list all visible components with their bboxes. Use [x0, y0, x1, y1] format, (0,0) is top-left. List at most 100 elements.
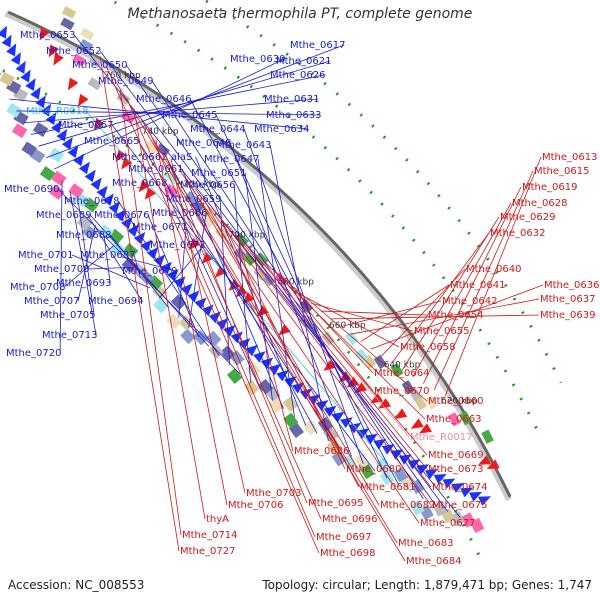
forward-gene-arrow [276, 370, 289, 382]
gene-label-left: Mthe_0679 [122, 266, 178, 277]
forward-gene-arrow [260, 357, 274, 369]
leader-line-right [140, 118, 398, 544]
gene-label-right: Mthe_0703 [246, 488, 302, 499]
gene-label-left: Mthe_0643 [216, 140, 272, 151]
forward-gene-arrow [84, 169, 96, 183]
feature-block [155, 143, 171, 157]
leader-line-left [103, 235, 111, 284]
feature-block [32, 122, 49, 137]
leader-line-left [59, 180, 63, 354]
gene-label-right: Mthe_0669 [428, 450, 484, 461]
leader-line-right [112, 77, 406, 562]
gene-label-right: Mthe_0642 [442, 296, 498, 307]
forward-gene-arrow [208, 311, 221, 324]
gene-label-left: Mthe_0671 [132, 222, 188, 233]
feature-block [401, 380, 415, 395]
gene-label-right: Mthe_R0017 [410, 432, 472, 443]
leader-line-left [195, 156, 307, 426]
forward-gene-arrow [6, 43, 17, 57]
leader-line-left [151, 80, 424, 499]
gene-label-left: Mthe_0713 [42, 330, 98, 341]
feature-block [79, 38, 94, 52]
gene-label-left: Mthe_0648 [176, 138, 232, 149]
forward-gene-arrow [61, 137, 73, 150]
reverse-gene-arrow [478, 455, 492, 465]
forward-gene-arrow [180, 283, 193, 296]
leader-line-right [211, 207, 432, 488]
gene-label-right: Mthe_0619 [522, 182, 578, 193]
leader-line-left [229, 142, 352, 457]
reverse-gene-arrow [138, 179, 151, 193]
forward-gene-arrow [67, 145, 79, 159]
reverse-gene-arrow [67, 77, 79, 91]
feature-block [447, 412, 461, 427]
leader-line-left [189, 98, 400, 486]
forward-gene-arrow [0, 25, 7, 39]
tick-label: 660 kbp [329, 321, 366, 331]
gene-label-left: Mthe_0634 [254, 124, 310, 135]
gene-label-left: Mthe_0652 [46, 46, 102, 57]
gene-label-right: Mthe_0677 [420, 518, 476, 529]
leader-line-left [23, 98, 319, 124]
leader-line-left [165, 156, 318, 434]
gene-label-left: Mthe_0662 [112, 152, 168, 163]
feature-block [178, 315, 195, 332]
leader-line-right [106, 66, 320, 554]
leader-line-right [194, 188, 432, 506]
feature-block [461, 512, 476, 528]
gene-label-right: Mthe_0673 [428, 464, 484, 475]
tick-label: 640 kbp [384, 361, 421, 371]
forward-gene-arrow [460, 487, 474, 498]
gene-label-left: Mthe_0708 [10, 282, 66, 293]
leader-line-left [117, 200, 220, 357]
forward-gene-arrow [253, 351, 266, 363]
gene-label-left: Mthe_0650 [72, 60, 128, 71]
gene-label-left: Mthe_0647 [204, 154, 260, 165]
feature-block [257, 378, 274, 395]
leader-line-right [412, 202, 512, 378]
gene-label-right: Mthe_0706 [228, 500, 284, 511]
leader-line-left [269, 144, 329, 442]
feature-block [21, 141, 37, 157]
leader-line-left [73, 34, 461, 518]
gene-label-right: Mthe_0663 [426, 414, 482, 425]
gene-label-left: Mthe_0690 [4, 184, 60, 195]
forward-gene-arrow [45, 112, 57, 125]
leader-line-right [254, 252, 410, 438]
leader-line-left [63, 246, 114, 288]
forward-gene-arrow [398, 454, 412, 465]
reverse-gene-arrow [486, 459, 500, 470]
gene-label-right: Mthe_0714 [182, 530, 238, 541]
feature-block [299, 298, 314, 314]
reverse-gene-arrow [53, 52, 64, 66]
forward-gene-arrow [102, 193, 114, 207]
gene-label-right: Mthe_0636 [544, 280, 600, 291]
leader-line-left [188, 212, 207, 328]
forward-gene-arrow [216, 318, 229, 330]
leader-line-right [263, 261, 426, 420]
feature-block [303, 419, 319, 436]
forward-gene-arrow [478, 496, 492, 506]
gene-label-left: Mthe_0656 [180, 180, 236, 191]
gene-label-left: Mthe_0644 [190, 124, 246, 135]
leader-line-left [86, 213, 143, 302]
leader-line-right [133, 108, 206, 520]
tick-label: 620 kbp [441, 396, 478, 406]
gene-label-right: Mthe_0640 [466, 264, 522, 275]
accession-label: Accession: NC_008553 [8, 578, 145, 592]
leader-line-right [433, 170, 534, 391]
leader-line-left [71, 254, 150, 289]
forward-gene-arrow [114, 209, 127, 222]
gene-label-left: Mthe_0651 [191, 168, 247, 179]
leader-line-right [370, 284, 544, 350]
feature-block [359, 463, 375, 480]
leader-line-left [181, 168, 284, 409]
reverse-gene-arrow [144, 187, 157, 200]
gene-label-left: Mthe_0701 [18, 250, 74, 261]
gene-label-left: Mthe_0700 [34, 264, 90, 275]
forward-gene-arrow [108, 201, 120, 214]
leader-line-left [69, 191, 97, 336]
forward-gene-arrow [25, 78, 36, 92]
forward-gene-arrow [451, 483, 465, 493]
